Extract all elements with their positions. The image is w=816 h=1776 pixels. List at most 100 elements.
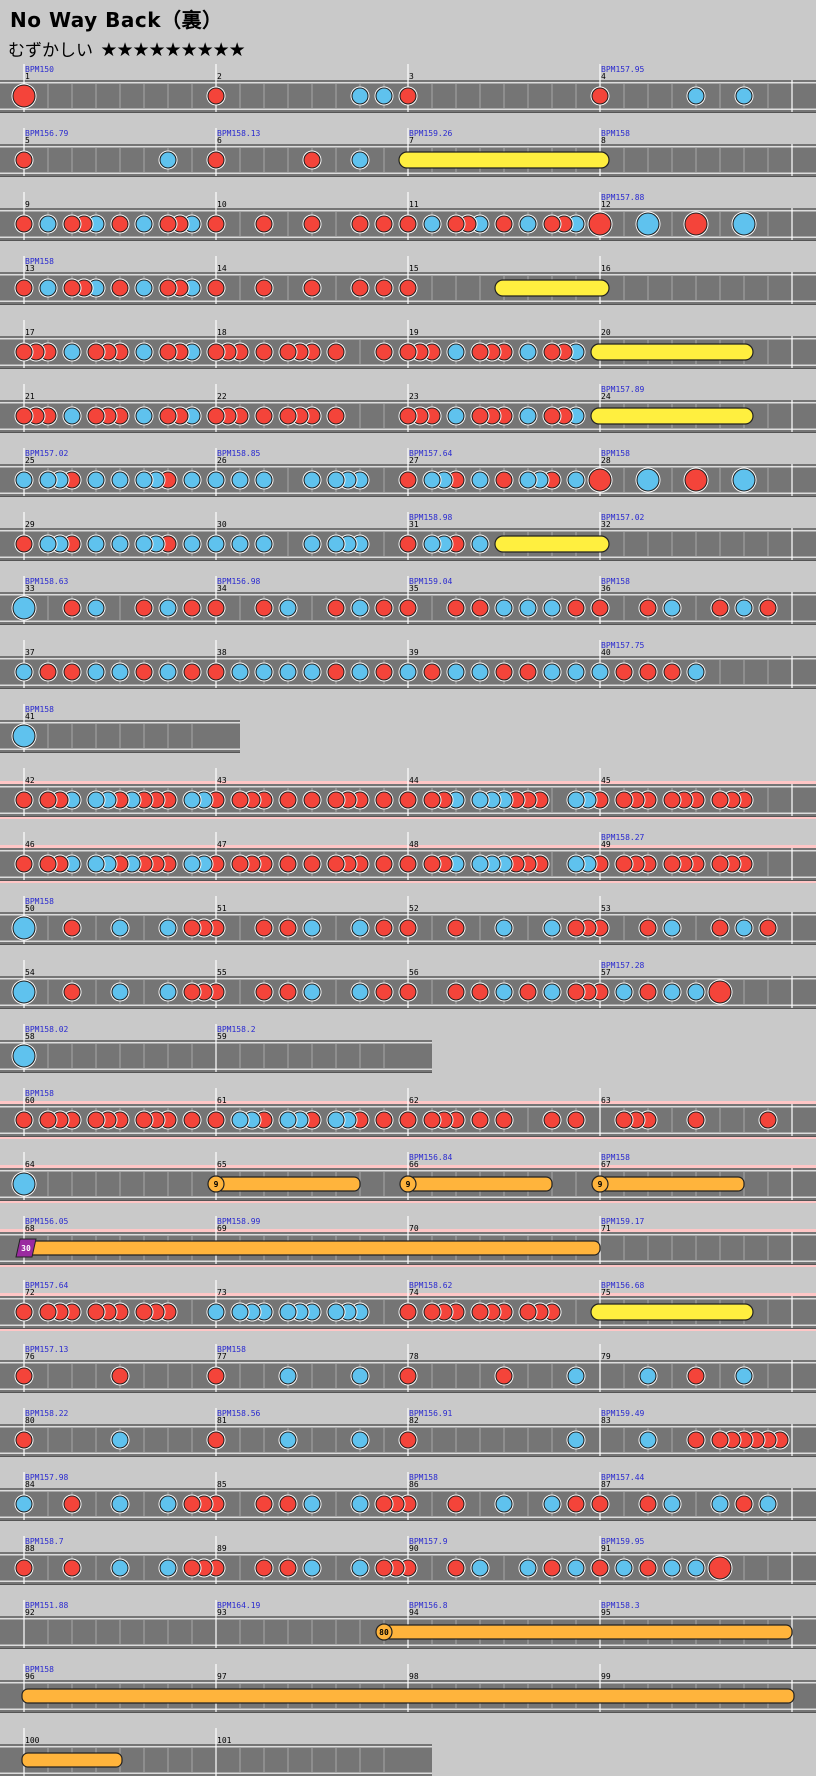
bpm-label: BPM156.68 xyxy=(601,1281,645,1290)
don-note xyxy=(327,663,345,681)
ka-note xyxy=(15,1495,33,1513)
don-note xyxy=(207,279,225,297)
ka-note xyxy=(735,599,753,617)
don-note xyxy=(15,343,33,361)
measure-number: 3 xyxy=(409,72,414,81)
ka-note xyxy=(111,535,129,553)
difficulty-row: むずかしい ★★★★★★★★★ xyxy=(8,36,246,61)
don-note xyxy=(15,407,33,425)
bpm-label: BPM159.95 xyxy=(601,1537,645,1546)
bpm-label: BPM159.49 xyxy=(601,1409,645,1418)
difficulty-label: むずかしい xyxy=(8,41,93,61)
measure-number: 4 xyxy=(601,72,606,81)
chart-row: 42 43 44 45 xyxy=(0,768,816,819)
big-ka-note xyxy=(12,596,36,620)
don-note xyxy=(159,343,177,361)
measure-number: 18 xyxy=(217,328,227,337)
bpm-label: BPM158.56 xyxy=(217,1409,261,1418)
balloon-roll-bar xyxy=(599,1176,745,1192)
don-note xyxy=(399,791,417,809)
ka-note xyxy=(159,599,177,617)
ka-note xyxy=(351,1367,369,1385)
bpm-label: BPM158 xyxy=(25,1089,54,1098)
balloon-note xyxy=(399,1175,417,1193)
lane-shadow xyxy=(0,112,816,113)
ka-note xyxy=(159,1559,177,1577)
don-note xyxy=(327,407,345,425)
ka-note xyxy=(159,151,177,169)
ka-note xyxy=(663,983,681,1001)
measure-number: 58 xyxy=(25,1032,35,1041)
don-note xyxy=(15,535,33,553)
don-note xyxy=(207,1431,225,1449)
don-note xyxy=(399,855,417,873)
measure-number: 88 xyxy=(25,1544,35,1553)
don-note xyxy=(279,855,297,873)
measure-number: 52 xyxy=(409,904,419,913)
lane-shadow xyxy=(0,304,816,305)
ka-note xyxy=(567,1367,585,1385)
drumroll-bar xyxy=(398,151,610,169)
bpm-label: BPM159.26 xyxy=(409,129,453,138)
don-note xyxy=(255,215,273,233)
ka-note xyxy=(135,535,153,553)
ka-note xyxy=(471,471,489,489)
don-note xyxy=(759,1111,777,1129)
don-note xyxy=(255,599,273,617)
big-ka-note xyxy=(732,212,756,236)
ka-note xyxy=(351,919,369,937)
don-note xyxy=(399,1431,417,1449)
don-note xyxy=(231,855,249,873)
don-note xyxy=(471,599,489,617)
ka-note xyxy=(327,1111,345,1129)
measure-number: 100 xyxy=(25,1736,40,1745)
ka-note xyxy=(87,599,105,617)
bpm-label: BPM164.19 xyxy=(217,1601,261,1610)
big-don-note xyxy=(588,468,612,492)
ka-note xyxy=(111,919,129,937)
don-note xyxy=(423,1111,441,1129)
ka-note xyxy=(39,279,57,297)
ka-note xyxy=(303,1495,321,1513)
don-note xyxy=(15,1111,33,1129)
ka-note xyxy=(615,983,633,1001)
big-ka-note xyxy=(12,916,36,940)
lane-shadow xyxy=(0,752,240,753)
measure-number: 90 xyxy=(409,1544,419,1553)
ka-note xyxy=(567,791,585,809)
ka-note xyxy=(231,663,249,681)
ka-note xyxy=(351,1495,369,1513)
measure-number: 33 xyxy=(25,584,35,593)
measure-number: 50 xyxy=(25,904,35,913)
don-note xyxy=(639,599,657,617)
don-note xyxy=(183,919,201,937)
bpm-label: BPM158.99 xyxy=(217,1217,261,1226)
don-note xyxy=(399,343,417,361)
bpm-label: BPM158 xyxy=(25,1665,54,1674)
don-note xyxy=(63,215,81,233)
ka-note xyxy=(207,471,225,489)
bpm-label: BPM157.9 xyxy=(409,1537,448,1546)
don-note xyxy=(255,1495,273,1513)
don-note xyxy=(399,87,417,105)
measure-number: 89 xyxy=(217,1544,227,1553)
ka-note xyxy=(87,471,105,489)
don-note xyxy=(351,279,369,297)
ka-note xyxy=(543,663,561,681)
don-note xyxy=(327,855,345,873)
ka-note xyxy=(327,1303,345,1321)
lane-shadow xyxy=(0,1648,816,1649)
measure-number: 53 xyxy=(601,904,611,913)
don-note xyxy=(399,535,417,553)
bpm-label: BPM157.89 xyxy=(601,385,645,394)
measure-number: 94 xyxy=(409,1608,419,1617)
drumroll-bar xyxy=(590,343,754,361)
measure-number: 24 xyxy=(601,392,611,401)
don-note xyxy=(663,791,681,809)
measure-number: 49 xyxy=(601,840,611,849)
don-note xyxy=(615,1111,633,1129)
